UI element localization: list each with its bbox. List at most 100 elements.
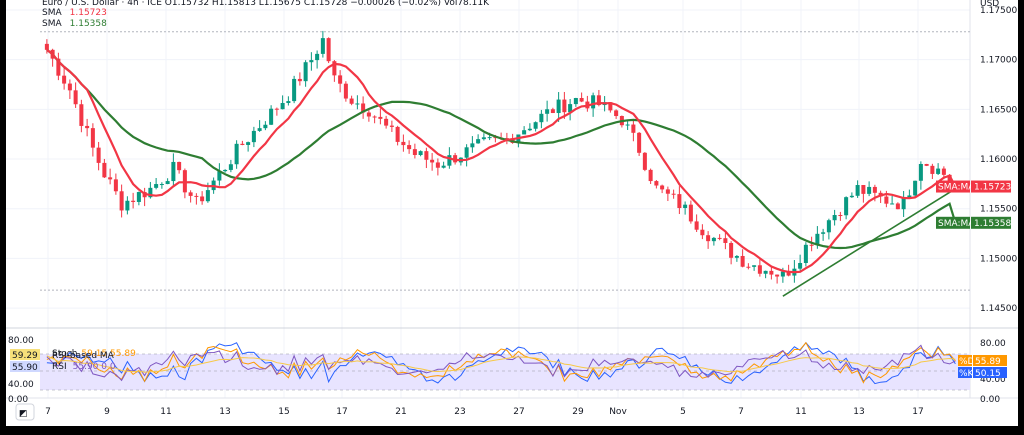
candle-body[interactable]	[775, 274, 780, 277]
candle-body[interactable]	[407, 145, 412, 150]
candle-body[interactable]	[642, 152, 647, 170]
candle-body[interactable]	[936, 168, 941, 174]
candle-body[interactable]	[568, 104, 573, 113]
candle-body[interactable]	[803, 244, 808, 263]
sma-slow-line[interactable]	[46, 48, 957, 250]
candle-body[interactable]	[430, 159, 435, 163]
sma-fast-line[interactable]	[46, 48, 957, 274]
candle-body[interactable]	[384, 118, 389, 126]
candle-body[interactable]	[297, 78, 302, 82]
candle-body[interactable]	[740, 255, 745, 267]
candle-body[interactable]	[625, 124, 630, 126]
candle-body[interactable]	[717, 237, 722, 239]
candle-body[interactable]	[786, 271, 791, 276]
candle-body[interactable]	[44, 43, 49, 50]
candle-body[interactable]	[79, 104, 84, 126]
candle-body[interactable]	[223, 169, 228, 172]
candle-body[interactable]	[188, 192, 193, 196]
candle-body[interactable]	[637, 132, 642, 153]
candle-body[interactable]	[838, 215, 843, 217]
candle-body[interactable]	[395, 126, 400, 142]
candle-body[interactable]	[821, 232, 826, 234]
candle-body[interactable]	[228, 164, 233, 170]
candle-body[interactable]	[907, 195, 912, 198]
candle-body[interactable]	[895, 203, 900, 210]
candle-body[interactable]	[861, 185, 866, 194]
candle-body[interactable]	[677, 194, 682, 209]
candle-body[interactable]	[694, 221, 699, 230]
candle-body[interactable]	[504, 138, 509, 140]
candle-body[interactable]	[171, 161, 176, 182]
candle-body[interactable]	[913, 180, 918, 196]
candle-body[interactable]	[343, 83, 348, 99]
candle-body[interactable]	[476, 139, 481, 144]
candle-body[interactable]	[332, 61, 337, 76]
candle-body[interactable]	[240, 143, 245, 145]
candle-body[interactable]	[533, 122, 538, 129]
candle-body[interactable]	[378, 116, 383, 119]
candle-body[interactable]	[671, 193, 676, 195]
candle-body[interactable]	[688, 204, 693, 222]
price-chart[interactable]: Euro / U.S. Dollar · 4h · ICE O1.15732 H…	[6, 0, 1018, 426]
candle-body[interactable]	[131, 200, 136, 202]
candle-body[interactable]	[217, 171, 222, 181]
candle-body[interactable]	[700, 229, 705, 236]
candle-body[interactable]	[608, 102, 613, 111]
candle-body[interactable]	[464, 147, 469, 158]
candle-body[interactable]	[200, 196, 205, 202]
candle-body[interactable]	[418, 151, 423, 156]
candle-body[interactable]	[832, 215, 837, 221]
candle-body[interactable]	[470, 143, 475, 148]
candle-body[interactable]	[269, 108, 274, 125]
candle-body[interactable]	[447, 155, 452, 166]
candle-body[interactable]	[309, 60, 314, 63]
candle-body[interactable]	[326, 38, 331, 62]
candle-body[interactable]	[119, 191, 124, 211]
candle-body[interactable]	[159, 184, 164, 186]
candle-body[interactable]	[660, 185, 665, 190]
candle-body[interactable]	[941, 168, 946, 175]
candle-body[interactable]	[355, 103, 360, 105]
candle-body[interactable]	[826, 220, 831, 233]
candle-body[interactable]	[280, 103, 285, 110]
price-tag[interactable]: SMA:MA 1.15358	[936, 216, 1011, 229]
candle-body[interactable]	[815, 233, 820, 246]
candle-body[interactable]	[177, 161, 182, 171]
candle-body[interactable]	[614, 110, 619, 117]
candle-body[interactable]	[924, 163, 929, 166]
candle-body[interactable]	[286, 101, 291, 104]
candle-body[interactable]	[855, 185, 860, 196]
candle-body[interactable]	[424, 151, 429, 160]
candle-body[interactable]	[453, 155, 458, 163]
candle-body[interactable]	[257, 128, 262, 131]
osc-right-tag[interactable]: %D 55.89	[958, 355, 1007, 367]
candle-body[interactable]	[435, 162, 440, 168]
candle-body[interactable]	[556, 99, 561, 114]
candle-body[interactable]	[752, 265, 757, 267]
candle-body[interactable]	[884, 196, 889, 204]
candle-body[interactable]	[113, 179, 118, 192]
candle-body[interactable]	[918, 163, 923, 181]
candle-body[interactable]	[648, 169, 653, 182]
candle-body[interactable]	[361, 103, 366, 113]
candle-body[interactable]	[148, 187, 153, 198]
candle-body[interactable]	[90, 128, 95, 148]
candle-body[interactable]	[372, 116, 377, 118]
candle-body[interactable]	[579, 98, 584, 102]
candle-body[interactable]	[757, 265, 762, 274]
candle-body[interactable]	[930, 165, 935, 174]
candle-body[interactable]	[246, 142, 251, 145]
candle-body[interactable]	[194, 195, 199, 197]
candle-body[interactable]	[780, 271, 785, 277]
candle-body[interactable]	[545, 109, 550, 114]
candle-body[interactable]	[890, 203, 895, 205]
candle-body[interactable]	[389, 125, 394, 127]
candle-body[interactable]	[234, 143, 239, 165]
candle-body[interactable]	[711, 237, 716, 242]
candle-body[interactable]	[591, 95, 596, 109]
candle-body[interactable]	[315, 53, 320, 61]
candle-body[interactable]	[573, 98, 578, 105]
candle-body[interactable]	[746, 266, 751, 268]
candle-body[interactable]	[292, 78, 297, 102]
candle-body[interactable]	[85, 125, 90, 129]
